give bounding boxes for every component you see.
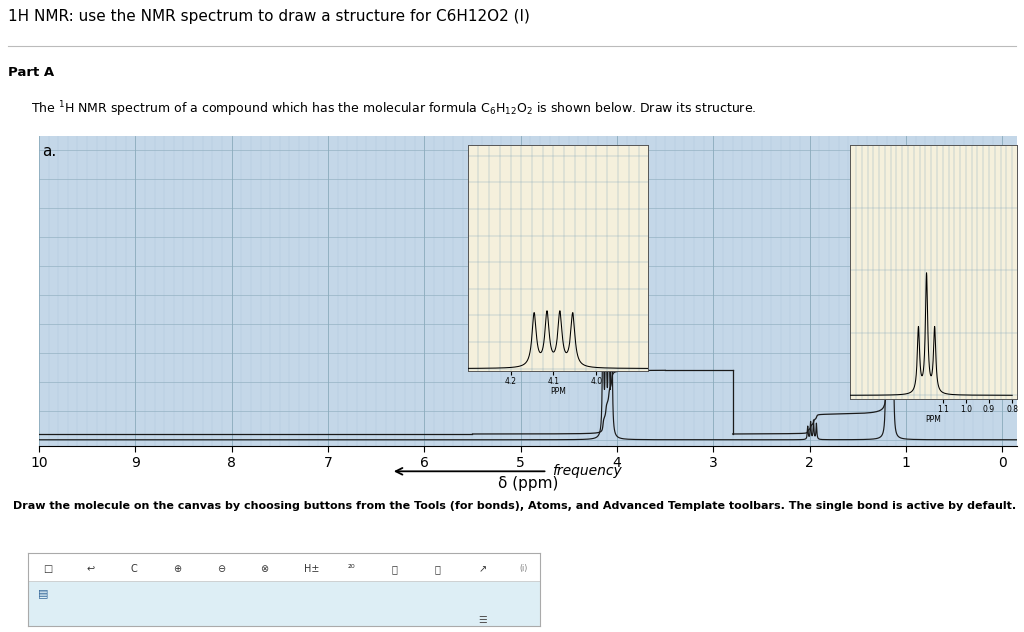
Text: ↩: ↩: [86, 564, 94, 574]
X-axis label: δ (ppm): δ (ppm): [498, 475, 558, 490]
Text: C: C: [130, 564, 137, 574]
Text: 1H NMR: use the NMR spectrum to draw a structure for C6H12O2 (I): 1H NMR: use the NMR spectrum to draw a s…: [8, 9, 530, 25]
Text: ⊕: ⊕: [174, 564, 181, 574]
Text: The $^1$H NMR spectrum of a compound which has the molecular formula C$_6$H$_{12: The $^1$H NMR spectrum of a compound whi…: [31, 100, 756, 119]
Text: Draw the molecule on the canvas by choosing buttons from the Tools (for bonds), : Draw the molecule on the canvas by choos…: [13, 502, 1017, 511]
Text: ▤: ▤: [38, 588, 48, 598]
Text: ²⁰: ²⁰: [348, 564, 355, 574]
Text: H±: H±: [304, 564, 319, 574]
Text: a.: a.: [42, 143, 56, 159]
Text: (i): (i): [519, 564, 527, 573]
Text: ⓘ: ⓘ: [391, 564, 397, 574]
Text: frequency: frequency: [552, 465, 622, 478]
Bar: [28, 581, 540, 626]
Text: □: □: [43, 564, 52, 574]
Text: ❓: ❓: [435, 564, 440, 574]
Text: Part A: Part A: [8, 66, 54, 80]
Text: ⊗: ⊗: [260, 564, 268, 574]
Text: ⊖: ⊖: [217, 564, 225, 574]
Text: ↗: ↗: [478, 564, 486, 574]
Text: ☰: ☰: [478, 615, 487, 625]
